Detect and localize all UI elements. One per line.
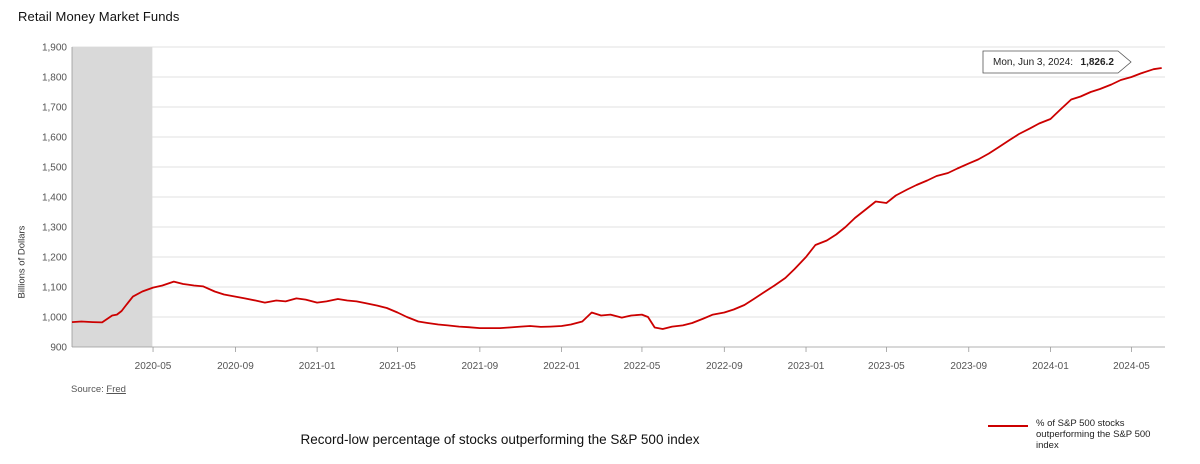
series-line[interactable] <box>71 67 1162 330</box>
y-tick-label: 1,100 <box>42 283 67 294</box>
x-tick-label: 2020-09 <box>217 361 254 372</box>
legend-label: % of S&P 500 stocks outperforming the S&… <box>1036 418 1151 451</box>
y-tick-label: 1,600 <box>42 133 67 144</box>
x-tick-label: 2022-09 <box>706 361 743 372</box>
chart-title: Retail Money Market Funds <box>18 9 180 24</box>
x-tick-label: 2023-09 <box>950 361 987 372</box>
tooltip-date: Mon, Jun 3, 2024: <box>993 57 1073 68</box>
y-tick-label: 1,700 <box>42 103 67 114</box>
x-tick-label: 2021-09 <box>462 361 499 372</box>
x-tick-label: 2023-01 <box>788 361 825 372</box>
tooltip-value: 1,826.2 <box>1081 57 1115 68</box>
y-tick-label: 1,800 <box>42 73 67 84</box>
y-tick-label: 1,400 <box>42 193 67 204</box>
y-tick-label: 1,000 <box>42 313 67 324</box>
x-axis-ticks: 2020-05 2020-09 2021-01 2021-05 2021-09 2022-… <box>71 47 1150 372</box>
y-tick-label: 1,300 <box>42 223 67 234</box>
source-prefix: Source: <box>71 384 104 395</box>
tooltip: Mon, Jun 3, 2024: 1,826.2 <box>982 50 1132 74</box>
source-link[interactable]: Fred <box>106 384 126 395</box>
y-tick-label: 1,200 <box>42 253 67 264</box>
y-axis-ticks: 900 1,000 1,100 1,200 1,300 1,400 1,500 1,600 1,… <box>42 43 67 354</box>
gridlines <box>72 46 1165 348</box>
x-tick-label: 2024-01 <box>1032 361 1069 372</box>
x-tick-label: 2021-05 <box>379 361 416 372</box>
y-tick-label: 900 <box>50 343 67 354</box>
x-tick-label: 2024-05 <box>1113 361 1150 372</box>
svg-text:Mon, Jun 3, 2024: 1,826.: Mon, Jun 3, 2024: 1,826.2 <box>993 52 1114 69</box>
source-note: Source: Fred <box>71 384 126 395</box>
y-tick-label: 1,900 <box>42 43 67 54</box>
x-tick-label: 2022-01 <box>543 361 580 372</box>
tooltip-box <box>982 50 1132 74</box>
y-tick-label: 1,500 <box>42 163 67 174</box>
chart-caption: Record-low percentage of stocks outperfo… <box>300 432 700 447</box>
x-tick-label: 2023-05 <box>868 361 905 372</box>
x-tick-label: 2022-05 <box>624 361 661 372</box>
legend-swatch <box>988 425 1028 427</box>
x-tick-label: 2020-05 <box>135 361 172 372</box>
x-tick-label: 2021-01 <box>299 361 336 372</box>
line-chart: 900 1,000 1,100 1,200 1,300 1,400 1,500 1,600 1,… <box>42 43 1165 372</box>
